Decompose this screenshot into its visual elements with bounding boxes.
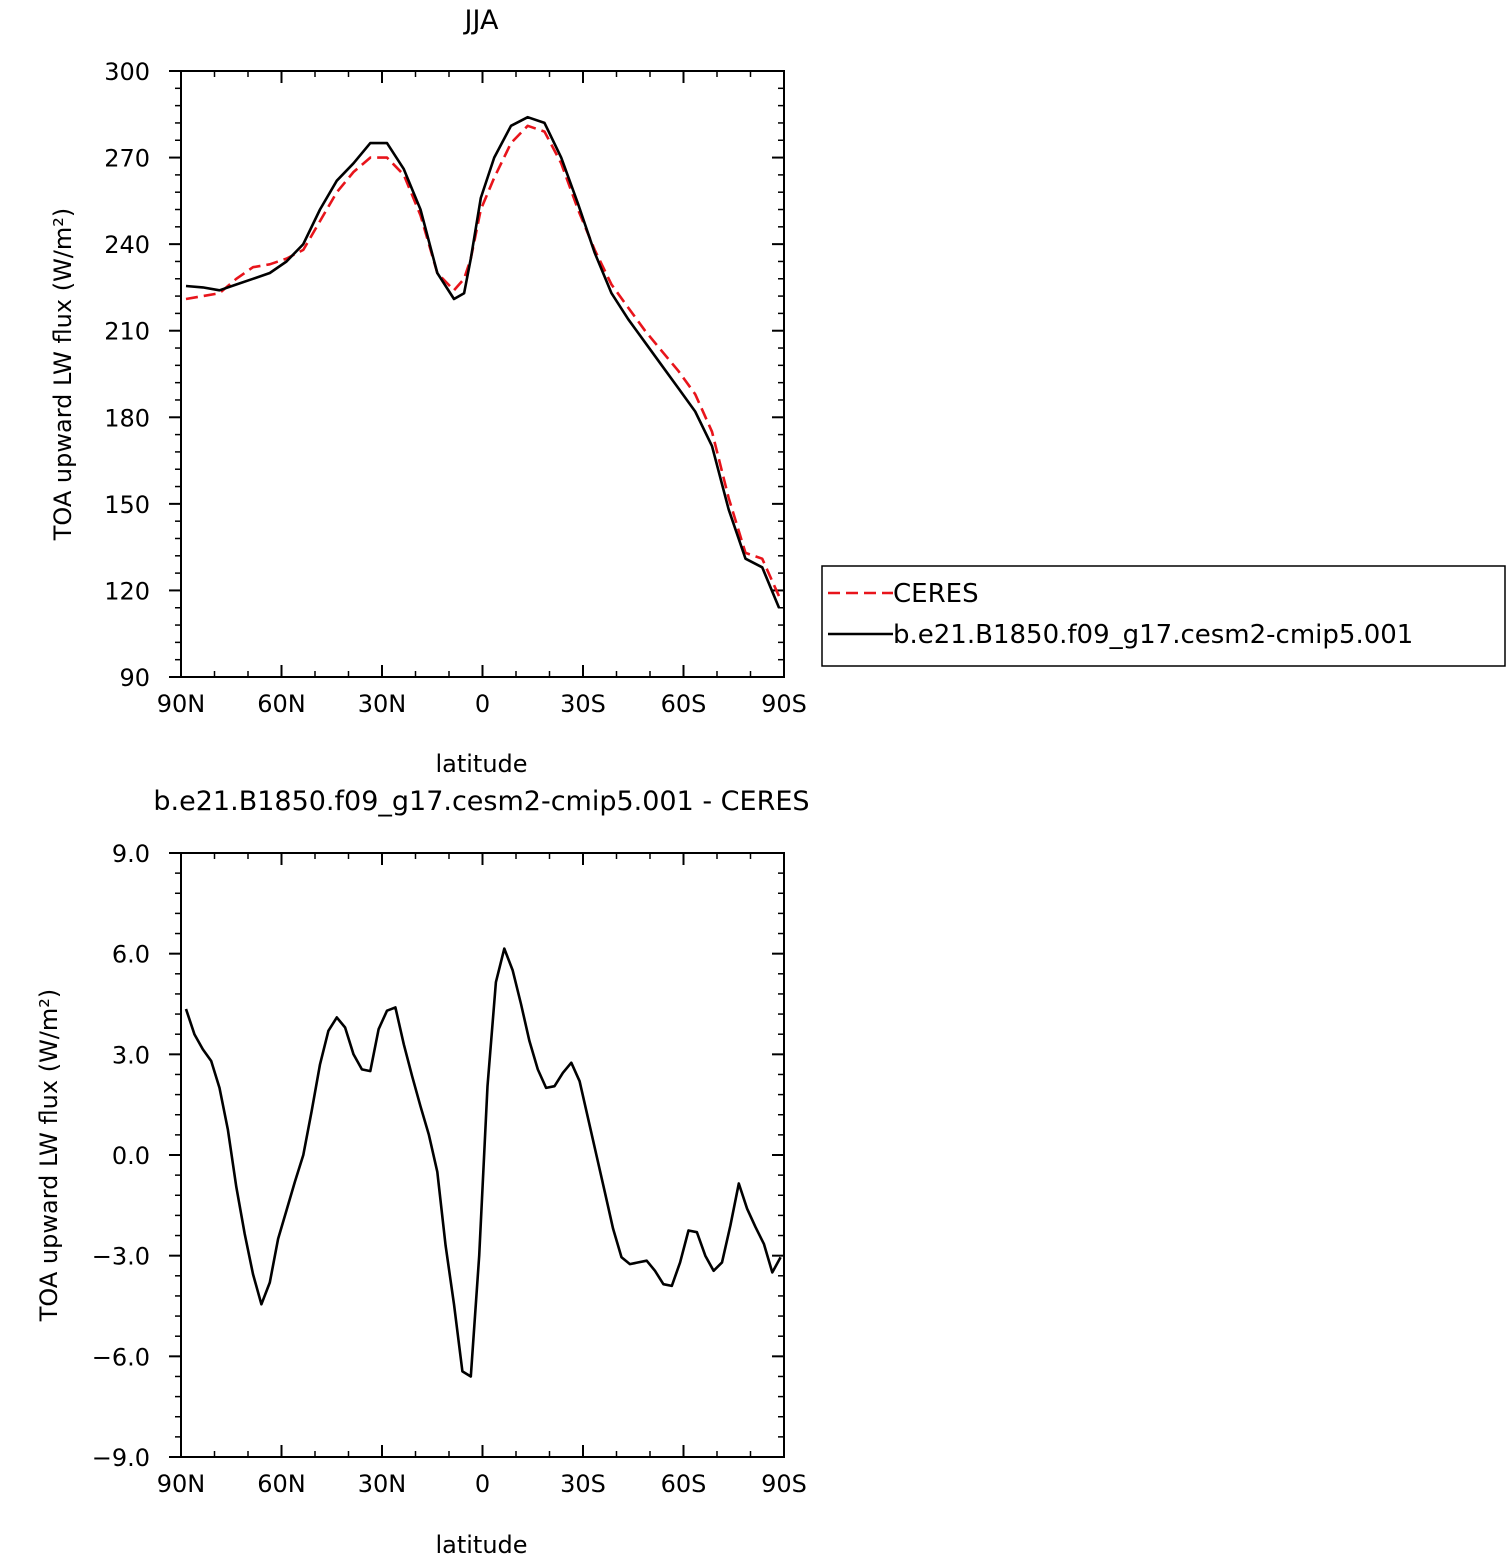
bottom-y-axis-label: TOA upward LW flux (W/m²) <box>35 989 63 1323</box>
top-y-tick-label: 90 <box>119 664 150 692</box>
top-x-tick-label: 60S <box>661 690 707 718</box>
top-plot-frame <box>180 70 785 678</box>
top-y-tick-label: 150 <box>104 491 150 519</box>
bottom-y-tick-label: −3.0 <box>92 1243 150 1271</box>
bottom-x-tick-label: 90N <box>157 1470 206 1498</box>
bottom-series-line-model <box>184 947 782 1378</box>
bottom-x-tick-label: 30N <box>358 1470 407 1498</box>
bottom-y-tick-label: 9.0 <box>112 840 150 868</box>
bottom-y-tick-label: 0.0 <box>112 1142 150 1170</box>
top-y-tick-label: 270 <box>104 145 150 173</box>
legend-box <box>821 565 1506 667</box>
bottom-x-axis-label: latitude <box>435 1531 527 1559</box>
legend-label-model: b.e21.B1850.f09_g17.cesm2-cmip5.001 <box>893 620 1413 650</box>
top-y-tick-label: 300 <box>104 58 150 86</box>
bottom-series-group <box>184 947 782 1378</box>
top-y-tick-label: 180 <box>104 404 150 432</box>
bottom-chart-panel: b.e21.B1850.f09_g17.cesm2-cmip5.001 - CE… <box>35 786 810 1559</box>
bottom-x-tick-label: 90S <box>761 1470 807 1498</box>
bottom-x-tick-label: 60S <box>661 1470 707 1498</box>
top-x-tick-label: 90N <box>157 690 206 718</box>
bottom-plot-frame <box>180 852 785 1458</box>
top-y-tick-label: 240 <box>104 231 150 259</box>
top-axis-ticks: 90N 60N 30N 0 30S 60S 90S 300 270 240 210 180 150 120… <box>104 58 807 718</box>
bottom-y-tick-label: 6.0 <box>112 941 150 969</box>
bottom-x-tick-label: 30S <box>560 1470 606 1498</box>
bottom-chart-title: b.e21.B1850.f09_g17.cesm2-cmip5.001 - CE… <box>153 786 809 817</box>
bottom-y-tick-label: −9.0 <box>92 1444 150 1472</box>
top-y-axis-label: TOA upward LW flux (W/m²) <box>49 208 77 542</box>
top-x-tick-label: 90S <box>761 690 807 718</box>
top-y-tick-label: 210 <box>104 318 150 346</box>
top-series-group <box>185 115 781 609</box>
top-x-tick-label: 0 <box>475 690 490 718</box>
top-x-tick-label: 60N <box>257 690 306 718</box>
legend-label-ceres: CERES <box>893 579 979 609</box>
top-series-line-model <box>185 115 781 609</box>
top-x-tick-label: 30S <box>560 690 606 718</box>
legend: CERES b.e21.B1850.f09_g17.cesm2-cmip5.00… <box>821 565 1506 667</box>
bottom-y-tick-label: −6.0 <box>92 1343 150 1371</box>
top-x-tick-label: 30N <box>358 690 407 718</box>
bottom-axis-ticks: 90N 60N 30N 0 30S 60S 90S 9.0 6.0 3.0 0.0 −3.0 −6.0 −… <box>92 840 807 1498</box>
bottom-x-tick-label: 0 <box>475 1470 490 1498</box>
top-x-axis-label: latitude <box>435 750 527 778</box>
top-chart-panel: JJA TOA upward LW flux (W/m²) latitude 9… <box>49 5 807 778</box>
bottom-y-tick-label: 3.0 <box>112 1041 150 1069</box>
top-chart-title: JJA <box>463 5 499 36</box>
top-y-tick-label: 120 <box>104 577 150 605</box>
bottom-x-tick-label: 60N <box>257 1470 306 1498</box>
